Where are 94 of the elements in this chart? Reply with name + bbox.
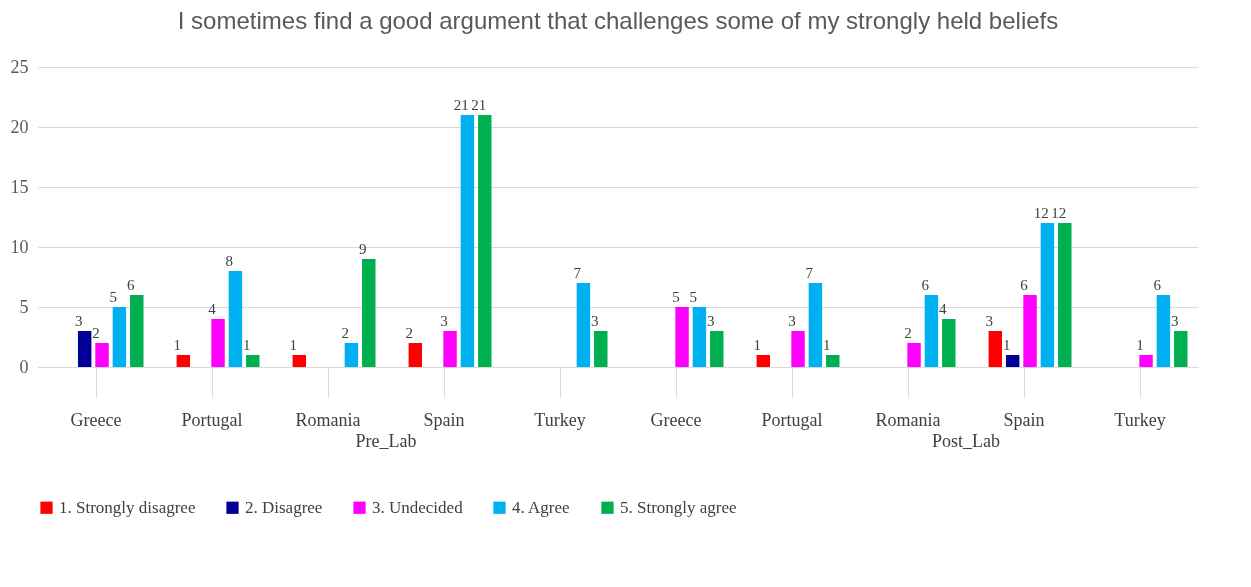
bar — [1040, 223, 1055, 367]
x-tick-label: Turkey — [534, 409, 586, 430]
text: Post_Lab — [931, 431, 1001, 451]
bar — [1174, 331, 1188, 367]
bar — [362, 259, 376, 367]
data-label: 2 — [904, 325, 912, 341]
data-label: 1 — [822, 337, 831, 353]
y-tick-label: 10 — [10, 236, 29, 257]
bar — [408, 343, 423, 367]
legend-label: 2. Disagree — [245, 497, 323, 517]
data-label: 7 — [805, 265, 814, 281]
legend-label: 3. Undecided — [372, 497, 464, 517]
data-label: 5 — [672, 289, 680, 305]
data-label: 12 — [1051, 205, 1067, 221]
bar — [130, 295, 144, 367]
data-label: 1 — [753, 337, 762, 353]
bar — [95, 343, 109, 367]
y-tick-label: 25 — [10, 56, 29, 77]
data-label: 6 — [1153, 277, 1162, 293]
data-label: 5 — [689, 289, 698, 305]
data-label: 1 — [1136, 337, 1144, 353]
data-label: 8 — [225, 253, 234, 269]
data-label: 3 — [985, 313, 994, 329]
bar — [710, 331, 724, 367]
bar — [246, 355, 260, 367]
x-tick-label: Romania — [295, 409, 361, 430]
bar — [1139, 355, 1153, 367]
bar — [292, 355, 307, 367]
y-tick-label: 0 — [19, 356, 29, 377]
x-tick-label: Greece — [70, 409, 122, 430]
data-label: 3 — [74, 313, 83, 329]
text: Pre_Lab — [355, 431, 417, 451]
bar — [460, 115, 475, 367]
bar — [1058, 223, 1072, 367]
bar — [1156, 295, 1171, 367]
data-label: 3 — [788, 313, 796, 329]
y-tick-label: 20 — [10, 116, 29, 137]
bar — [176, 355, 191, 367]
data-label: 12 — [1033, 205, 1049, 221]
bar — [1005, 355, 1020, 367]
x-tick-label: Romania — [875, 409, 941, 430]
x-tick-label: Portugal — [181, 409, 243, 430]
data-label: 21 — [453, 97, 469, 113]
data-label: 4 — [208, 301, 217, 317]
bar — [112, 307, 127, 367]
data-label: 2 — [92, 325, 100, 341]
bar — [907, 343, 921, 367]
x-tick-label: Spain — [1003, 409, 1045, 430]
data-label: 6 — [1020, 277, 1029, 293]
data-label: 21 — [471, 97, 487, 113]
data-label: 1 — [1002, 337, 1011, 353]
x-tick-label: Greece — [650, 409, 702, 430]
data-label: 3 — [440, 313, 448, 329]
legend-label: 4. Agree — [512, 497, 570, 517]
data-label: 6 — [126, 277, 135, 293]
bar — [77, 331, 92, 367]
data-label: 6 — [921, 277, 930, 293]
bar — [1023, 295, 1037, 367]
data-label: 2 — [405, 325, 414, 341]
bar — [988, 331, 1003, 367]
y-tick-label: 15 — [10, 176, 29, 197]
bar — [924, 295, 939, 367]
bar — [478, 115, 492, 367]
data-label: 5 — [109, 289, 118, 305]
legend-label: 5. Strongly agree — [620, 497, 737, 517]
data-label: 9 — [358, 241, 367, 257]
chart-title: I sometimes find a good argument that challenges some of my strongly held beliefs — [177, 7, 1059, 34]
x-tick-label: Spain — [423, 409, 465, 430]
x-tick-label: Portugal — [761, 409, 823, 430]
bar — [756, 355, 771, 367]
data-label: 1 — [173, 337, 182, 353]
bar — [594, 331, 608, 367]
data-label: 2 — [341, 325, 350, 341]
data-label: 3 — [706, 313, 715, 329]
bar — [826, 355, 840, 367]
data-label: 1 — [289, 337, 298, 353]
data-label: 3 — [590, 313, 599, 329]
bar — [791, 331, 805, 367]
data-label: 3 — [1170, 313, 1179, 329]
y-tick-label: 5 — [19, 296, 29, 317]
bar — [808, 283, 823, 367]
bar — [211, 319, 225, 367]
legend-label: 1. Strongly disagree — [59, 497, 196, 517]
bar — [443, 331, 457, 367]
bar — [228, 271, 243, 367]
bar — [675, 307, 689, 367]
data-label: 7 — [573, 265, 582, 281]
bar — [576, 283, 591, 367]
data-label: 4 — [938, 301, 947, 317]
bar — [692, 307, 707, 367]
bar — [942, 319, 956, 367]
bar — [344, 343, 359, 367]
x-tick-label: Turkey — [1114, 409, 1166, 430]
data-label: 1 — [242, 337, 251, 353]
